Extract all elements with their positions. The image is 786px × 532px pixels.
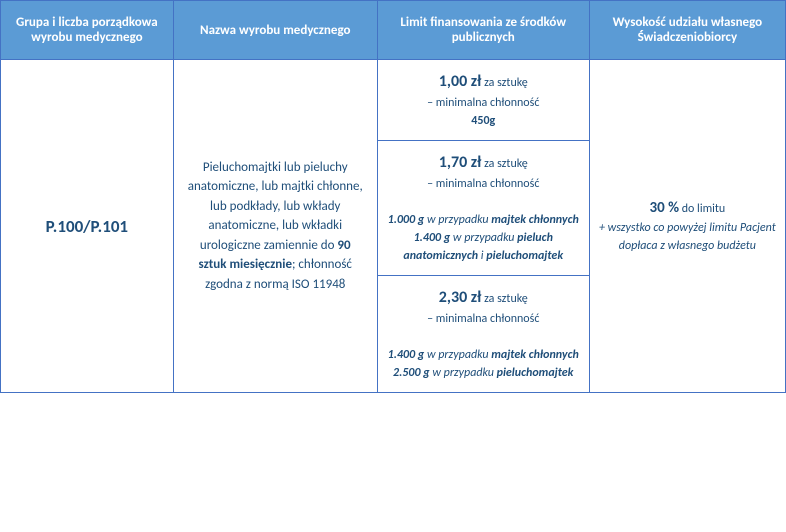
product-code: P.100/P.101 (1, 60, 174, 393)
header-col3: Limit finansowania ze środków publicznyc… (377, 1, 589, 60)
limit-2-d2e: pieluchomajtek (486, 249, 563, 263)
reimbursement-table: Grupa i liczba porządkowa wyrobu medyczn… (0, 0, 786, 393)
limit-2: 1,70 zł za sztukę – minimalna chłonność … (377, 141, 589, 276)
reimbursement-table-container: Grupa i liczba porządkowa wyrobu medyczn… (0, 0, 786, 393)
header-col4: Wysokość udziału własnego Świadczeniobio… (589, 1, 785, 60)
limit-3-d1c: majtek chłonnych (491, 348, 579, 362)
data-row-1: P.100/P.101 Pieluchomajtki lub pieluchy … (1, 60, 786, 141)
header-col2: Nazwa wyrobu medycznego (173, 1, 377, 60)
limit-1-price: 1,00 zł (439, 72, 482, 91)
limit-2-d1a: 1.000 g (388, 213, 425, 227)
limit-3-d1a: 1.400 g (388, 348, 425, 362)
limit-1-detail: 450g (471, 114, 495, 128)
share-main-suffix: do limitu (679, 202, 725, 216)
product-description: Pieluchomajtki lub pieluchy anatomiczne,… (173, 60, 377, 393)
limit-2-price: 1,70 zł (439, 153, 482, 172)
header-col1: Grupa i liczba porządkowa wyrobu medyczn… (1, 1, 174, 60)
limit-3-unit: za sztukę (481, 292, 527, 306)
limit-3-line2: – minimalna chłonność (427, 312, 539, 326)
limit-2-line2: – minimalna chłonność (427, 177, 539, 191)
header-row: Grupa i liczba porządkowa wyrobu medyczn… (1, 1, 786, 60)
limit-1-unit: za sztukę (481, 76, 527, 90)
limit-2-d1b: w przypadku (424, 213, 491, 227)
limit-3-d2c: pieluchomajtek (497, 366, 574, 380)
share-sub: + wszystko co powyżej limitu Pacjent dop… (599, 221, 776, 253)
limit-3-d1b: w przypadku (424, 348, 491, 362)
limit-1: 1,00 zł za sztukę – minimalna chłonność … (377, 60, 589, 141)
limit-1-line2: – minimalna chłonność (427, 96, 539, 110)
limit-3-d2a: 2.500 g (393, 366, 430, 380)
share-cell: 30 % do limitu + wszystko co powyżej lim… (589, 60, 785, 393)
limit-2-d2b: w przypadku (450, 231, 517, 245)
limit-3: 2,30 zł za sztukę – minimalna chłonność … (377, 276, 589, 393)
limit-3-d2b: w przypadku (430, 366, 497, 380)
limit-2-d2a: 1.400 g (414, 231, 451, 245)
limit-3-price: 2,30 zł (439, 288, 482, 307)
share-main: 30 % (649, 199, 679, 217)
limit-2-d1c: majtek chłonnych (491, 213, 579, 227)
limit-2-unit: za sztukę (481, 157, 527, 171)
